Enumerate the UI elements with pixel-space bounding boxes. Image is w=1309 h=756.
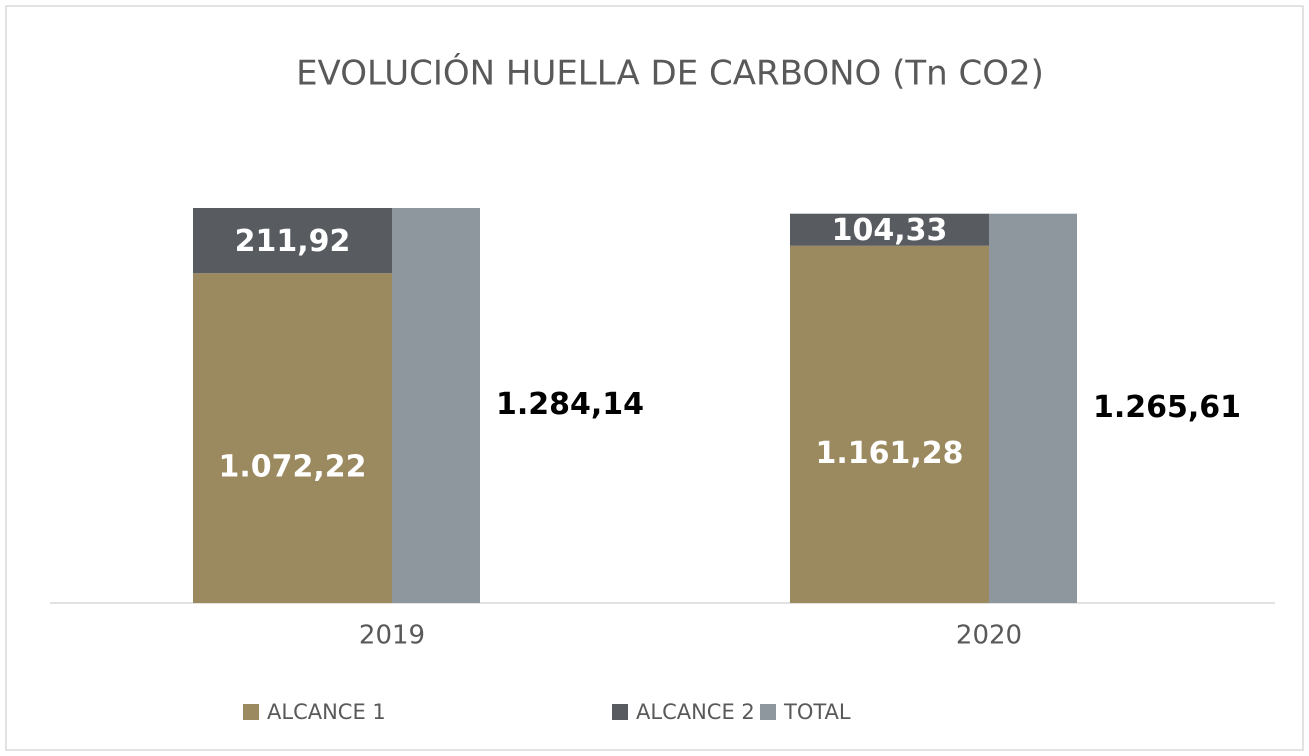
data-label: 1.265,61 bbox=[1093, 390, 1241, 425]
x-tick-label: 2019 bbox=[359, 621, 425, 651]
bar-segment bbox=[790, 245, 989, 603]
legend-label: ALCANCE 1 bbox=[267, 700, 386, 724]
bar-segment bbox=[193, 273, 392, 603]
legend-swatch bbox=[612, 704, 628, 720]
legend-label: ALCANCE 2 bbox=[636, 700, 755, 724]
bar bbox=[392, 208, 480, 603]
bar bbox=[989, 213, 1077, 603]
bar-segment bbox=[193, 208, 392, 274]
bar-segment bbox=[790, 213, 989, 246]
legend-swatch bbox=[243, 704, 259, 720]
data-label: 211,92 bbox=[235, 224, 351, 259]
data-label: 1.072,22 bbox=[218, 450, 366, 485]
legend-label: TOTAL bbox=[783, 700, 851, 724]
chart-title: EVOLUCIÓN HUELLA DE CARBONO (Tn CO2) bbox=[296, 53, 1044, 94]
data-label: 1.161,28 bbox=[815, 436, 963, 471]
data-label: 1.284,14 bbox=[496, 387, 644, 422]
data-label: 104,33 bbox=[832, 213, 948, 248]
legend-swatch bbox=[760, 704, 776, 720]
x-tick-label: 2020 bbox=[956, 621, 1022, 651]
